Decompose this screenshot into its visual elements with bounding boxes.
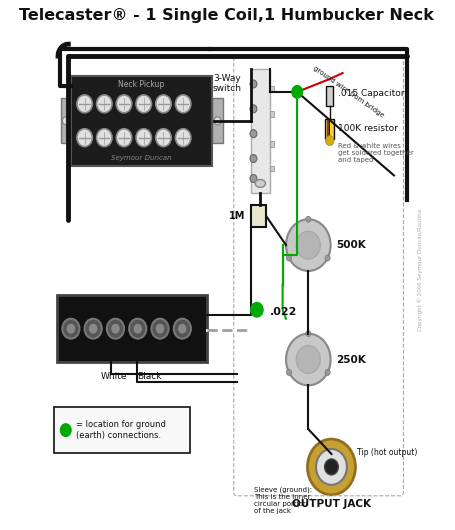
Circle shape: [306, 216, 311, 222]
Circle shape: [156, 129, 171, 147]
Circle shape: [62, 117, 69, 125]
Circle shape: [250, 155, 257, 163]
Bar: [71, 76, 212, 165]
Circle shape: [77, 129, 92, 147]
Circle shape: [62, 319, 80, 339]
Circle shape: [156, 95, 171, 113]
Text: .015 Capacitor: .015 Capacitor: [339, 90, 405, 99]
Circle shape: [111, 324, 120, 334]
Bar: [270, 111, 274, 117]
Circle shape: [324, 459, 339, 475]
Circle shape: [96, 129, 112, 147]
Circle shape: [85, 319, 102, 339]
Bar: [270, 86, 274, 92]
Circle shape: [136, 95, 152, 113]
Circle shape: [316, 449, 347, 485]
Circle shape: [306, 331, 311, 337]
Circle shape: [60, 423, 72, 437]
Circle shape: [107, 319, 124, 339]
Circle shape: [133, 324, 142, 334]
Circle shape: [325, 369, 330, 375]
Text: Sleeve (ground):
This is the inner,
circular portion
of the jack: Sleeve (ground): This is the inner, circ…: [254, 487, 313, 514]
Text: 1M: 1M: [229, 211, 245, 221]
Circle shape: [178, 324, 187, 334]
Text: 500K: 500K: [336, 240, 365, 250]
Circle shape: [296, 346, 320, 374]
Circle shape: [250, 130, 257, 138]
Text: White: White: [101, 372, 127, 381]
Text: Black: Black: [137, 372, 162, 381]
Circle shape: [129, 319, 147, 339]
Circle shape: [250, 302, 264, 317]
Circle shape: [325, 136, 334, 146]
Circle shape: [214, 117, 221, 125]
Bar: [270, 165, 274, 172]
Circle shape: [176, 95, 191, 113]
Circle shape: [152, 319, 169, 339]
Text: ground wire from bridge: ground wire from bridge: [312, 65, 385, 119]
Text: OUTPUT JACK: OUTPUT JACK: [292, 499, 371, 509]
Text: Seymour Duncan: Seymour Duncan: [111, 155, 172, 161]
Circle shape: [325, 255, 330, 261]
Circle shape: [286, 219, 331, 271]
Bar: [325, 119, 334, 139]
FancyBboxPatch shape: [54, 407, 190, 453]
Circle shape: [291, 85, 303, 99]
Circle shape: [156, 324, 164, 334]
Bar: [251, 69, 270, 193]
Text: Copyright © 2006 Seymour Duncan/Routina: Copyright © 2006 Seymour Duncan/Routina: [418, 209, 424, 331]
Circle shape: [116, 95, 132, 113]
Circle shape: [77, 95, 92, 113]
Text: Red & white wires
get soldered together
and taped: Red & white wires get soldered together …: [339, 143, 414, 163]
Circle shape: [287, 369, 292, 375]
Text: 100K resistor: 100K resistor: [339, 124, 398, 133]
Text: 250K: 250K: [336, 355, 365, 365]
Circle shape: [176, 129, 191, 147]
Bar: [61, 98, 71, 143]
Circle shape: [66, 324, 75, 334]
Circle shape: [89, 324, 97, 334]
Circle shape: [286, 334, 331, 385]
Circle shape: [174, 319, 191, 339]
Circle shape: [308, 439, 355, 495]
Bar: [251, 205, 266, 227]
Ellipse shape: [255, 180, 265, 188]
Bar: [326, 86, 333, 106]
Circle shape: [116, 129, 132, 147]
Circle shape: [250, 80, 257, 88]
Circle shape: [250, 105, 257, 113]
Bar: [57, 295, 207, 363]
Text: Neck Pickup: Neck Pickup: [118, 81, 165, 90]
Text: 3-Way
switch: 3-Way switch: [212, 74, 242, 93]
Circle shape: [296, 231, 320, 259]
Circle shape: [136, 129, 152, 147]
Text: = location for ground
(earth) connections.: = location for ground (earth) connection…: [76, 420, 166, 440]
Text: Telecaster® - 1 Single Coil,1 Humbucker Neck: Telecaster® - 1 Single Coil,1 Humbucker …: [20, 8, 435, 23]
Bar: [212, 98, 222, 143]
Circle shape: [250, 174, 257, 182]
Bar: [270, 140, 274, 147]
Circle shape: [287, 255, 292, 261]
Circle shape: [96, 95, 112, 113]
Text: Tip (hot output): Tip (hot output): [357, 447, 418, 456]
Text: .022: .022: [270, 307, 297, 317]
